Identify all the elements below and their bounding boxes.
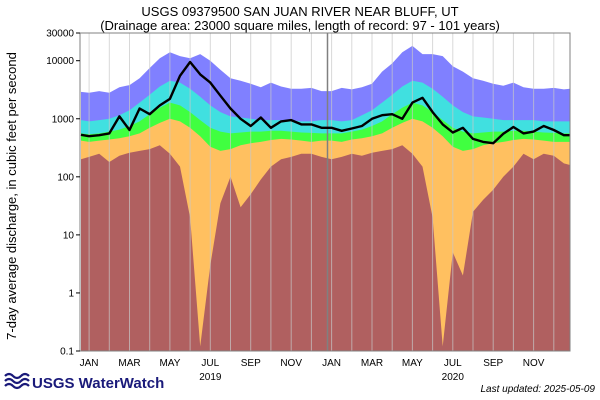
x-tick-label: NOV <box>280 358 302 369</box>
logo-text: USGS WaterWatch <box>32 375 164 392</box>
series-line-flow <box>80 60 570 145</box>
x-tick-label: SEP <box>241 358 261 369</box>
usgs-wave-icon <box>4 372 30 390</box>
chart-title: USGS 09379500 SAN JUAN RIVER NEAR BLUFF,… <box>141 4 458 19</box>
y-tick-label: 100 <box>57 172 74 183</box>
plot-area: 0.1 1 10 100 1000 10000 30000 JAN MAR MAY JUL SEP NO… <box>46 29 571 383</box>
last-updated: Last updated: 2025-05-09 <box>480 384 595 395</box>
y-tick-label: 0.1 <box>60 347 74 358</box>
usgs-logo[interactable]: USGS WaterWatch <box>4 372 164 392</box>
y-axis-label: 7-day average discharge, in cubic feet p… <box>4 52 19 340</box>
x-tick-label: NOV <box>523 358 545 369</box>
x-tick-label: JAN <box>80 358 99 369</box>
y-tick-label: 10000 <box>46 56 74 67</box>
x-tick-label: MAR <box>118 358 140 369</box>
band-min <box>81 145 570 351</box>
chart-subtitle: (Drainage area: 23000 square miles, leng… <box>100 18 500 33</box>
x-tick-label: MAY <box>159 358 180 369</box>
x-year-label: 2019 <box>199 372 222 383</box>
y-tick-label: 10 <box>63 230 75 241</box>
y-tick-label: 1 <box>68 288 74 299</box>
x-tick-label: JUL <box>201 358 219 369</box>
x-tick-label: JAN <box>322 358 341 369</box>
y-tick-label: 1000 <box>52 114 75 125</box>
x-tick-label: MAR <box>361 358 383 369</box>
x-tick-label: MAY <box>402 358 423 369</box>
x-year-label: 2020 <box>442 372 465 383</box>
x-tick-label: JUL <box>444 358 462 369</box>
plot-frame <box>79 32 571 352</box>
y-tick-label: 30000 <box>46 29 74 40</box>
x-tick-label: SEP <box>483 358 503 369</box>
